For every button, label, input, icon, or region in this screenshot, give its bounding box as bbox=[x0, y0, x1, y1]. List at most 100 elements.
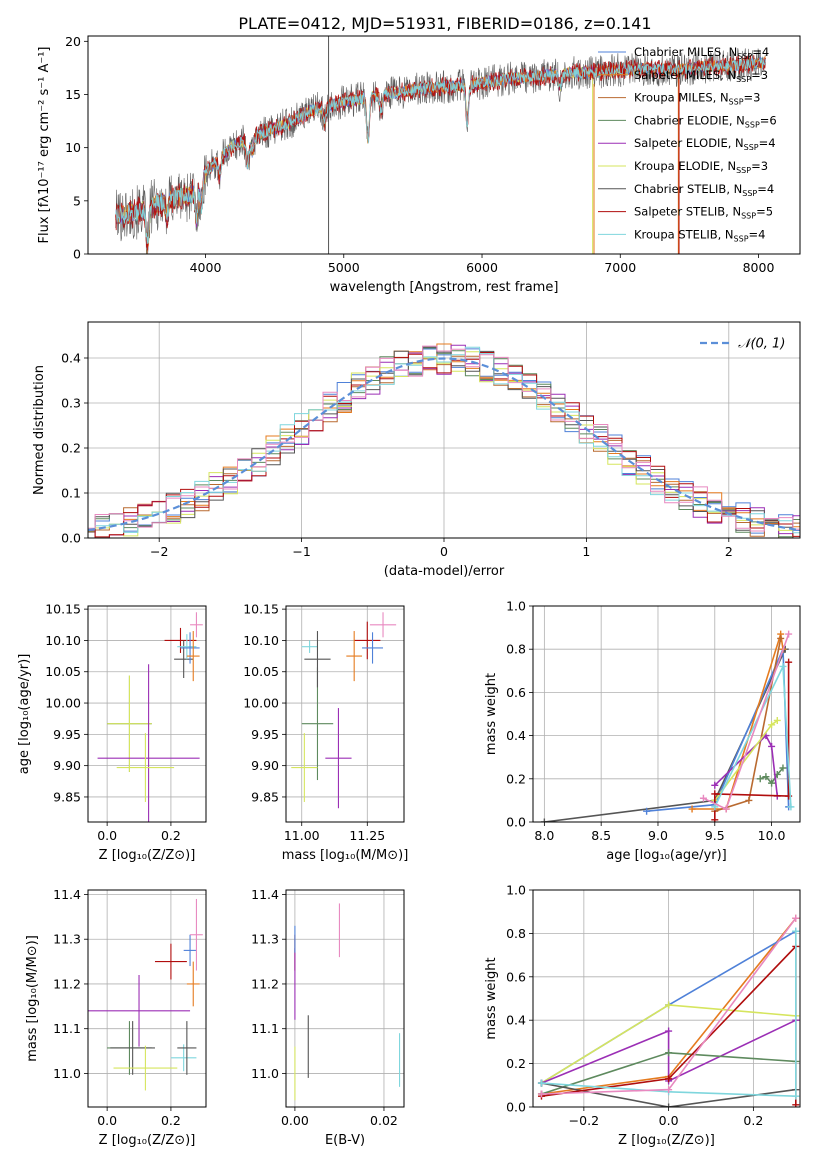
x-tick-label: 0.2 bbox=[161, 1113, 181, 1128]
weight-marker bbox=[779, 764, 787, 772]
y-tick-label: 10.00 bbox=[243, 696, 279, 711]
y-axis-label: mass weight bbox=[484, 673, 499, 755]
x-axis-label: age [log₁₀(age/yr)] bbox=[606, 848, 727, 863]
legend-label: Salpeter MILES, N bbox=[634, 68, 736, 82]
weight-vs-age-panel: 8.0 8.5 9.0 9.5 10.0 0.0 0.2 0.4 0.6 0.8 1.0 age [l… bbox=[484, 599, 801, 863]
axes-frame bbox=[87, 321, 801, 539]
y-tick-label: 0.0 bbox=[506, 815, 526, 830]
weight-marker bbox=[537, 1090, 545, 1098]
weight-marker bbox=[665, 1075, 673, 1083]
y-tick-label: 11.2 bbox=[53, 976, 81, 991]
weight-line-kroupa-stelib bbox=[541, 931, 797, 1098]
axes-frame bbox=[285, 889, 405, 1108]
x-tick-label: 0.00 bbox=[281, 1113, 309, 1128]
weight-marker bbox=[779, 662, 787, 670]
weight-marker bbox=[768, 721, 776, 729]
x-tick-label: 0.2 bbox=[743, 1113, 763, 1128]
x-tick-label: 0.0 bbox=[97, 1113, 117, 1128]
spectrum-plot-area bbox=[115, 36, 766, 254]
weight-line-salpeter-miles bbox=[692, 633, 784, 810]
histogram-kroupa-stelib bbox=[88, 346, 800, 534]
weight-vs-Z-panel: −0.2 0.0 0.2 0.0 0.2 0.4 0.6 0.8 1.0 Z [log₁₀(Z/Z… bbox=[484, 883, 801, 1148]
y-axis-label: age [log₁₀(age/yr)] bbox=[17, 654, 32, 775]
weight-vs-age-lines bbox=[540, 630, 795, 822]
weight-marker bbox=[756, 775, 764, 783]
axes-frame bbox=[87, 605, 207, 823]
y-axis-label: Normed distribution bbox=[32, 365, 47, 495]
figure-title: PLATE=0412, MJD=51931, FIBERID=0186, z=0… bbox=[238, 14, 651, 33]
legend-subscript: SSP bbox=[745, 120, 760, 129]
histogram-chabrier-stelib bbox=[88, 346, 800, 538]
x-axis-label: Z [log₁₀(Z/Z⊙)] bbox=[99, 848, 196, 863]
y-tick-label: 10.05 bbox=[45, 664, 81, 679]
age-vs-mass-points bbox=[291, 612, 397, 809]
histogram-pink bbox=[88, 345, 800, 532]
weight-marker bbox=[665, 1086, 673, 1094]
y-tick-label: 15 bbox=[65, 87, 81, 102]
residuals-panel: −2 −1 0 1 2 0.0 0.1 0.2 0.3 0.4 (data-model)/error… bbox=[32, 321, 801, 579]
weight-marker bbox=[711, 781, 719, 789]
legend-suffix: =4 bbox=[752, 45, 769, 59]
legend-label: Kroupa STELIB, N bbox=[634, 227, 734, 241]
y-tick-label: 11.3 bbox=[53, 932, 81, 947]
weight-marker bbox=[699, 794, 707, 802]
weight-marker bbox=[792, 914, 800, 922]
legend-entry: Kroupa ELODIE, NSSP=3 bbox=[634, 159, 768, 175]
y-tick-label: 0.8 bbox=[506, 926, 526, 941]
weight-marker bbox=[787, 803, 795, 811]
legend-label: Kroupa MILES, N bbox=[634, 91, 729, 105]
legend-subscript: SSP bbox=[729, 98, 744, 107]
weight-line-salpeter-elodie bbox=[714, 734, 779, 797]
legend-label: Salpeter ELODIE, N bbox=[634, 136, 744, 150]
y-tick-label: 0.2 bbox=[506, 771, 526, 786]
x-tick-label: 2 bbox=[725, 544, 733, 559]
histogram-kroupa-miles bbox=[88, 355, 800, 538]
weight-marker bbox=[745, 796, 753, 804]
x-axis-label: Z [log₁₀(Z/Z⊙)] bbox=[99, 1133, 196, 1148]
legend-subscript: SSP bbox=[744, 143, 759, 152]
weight-marker bbox=[665, 1027, 673, 1035]
y-tick-label: 10.00 bbox=[45, 696, 81, 711]
legend-subscript: SSP bbox=[736, 166, 751, 175]
weight-marker bbox=[540, 818, 548, 822]
weight-marker bbox=[711, 803, 719, 811]
legend-entry: Salpeter ELODIE, NSSP=4 bbox=[634, 136, 776, 152]
legend-label: Salpeter STELIB, N bbox=[634, 205, 741, 219]
legend-label: Chabrier ELODIE, N bbox=[634, 113, 745, 127]
legend-suffix: =4 bbox=[757, 182, 774, 196]
weight-marker bbox=[711, 790, 719, 798]
y-tick-label: 0.6 bbox=[506, 685, 526, 700]
legend-suffix: =3 bbox=[751, 68, 768, 82]
y-tick-label: 0.4 bbox=[506, 728, 526, 743]
weight-marker bbox=[711, 816, 719, 822]
y-axis-label: mass [log₁₀(M/M⊙)] bbox=[25, 935, 40, 1062]
histogram-salpeter-elodie bbox=[88, 344, 800, 538]
legend-entry: Chabrier MILES, NSSP=4 bbox=[634, 45, 769, 61]
y-tick-label: 11.0 bbox=[251, 1066, 279, 1081]
y-tick-label: 11.4 bbox=[53, 887, 81, 902]
legend-subscript: SSP bbox=[736, 75, 751, 84]
x-axis-label: mass [log₁₀(M/M⊙)] bbox=[282, 848, 409, 863]
weight-marker bbox=[722, 805, 730, 813]
mass-vs-ebv-points bbox=[294, 903, 401, 1101]
histogram-chabrier-elodie bbox=[88, 347, 800, 538]
legend-subscript: SSP bbox=[737, 52, 752, 61]
legend-subscript: SSP bbox=[734, 234, 749, 243]
y-tick-label: 0.2 bbox=[61, 441, 81, 456]
x-tick-label: 4000 bbox=[190, 260, 222, 275]
age-vs-Z-points bbox=[97, 612, 203, 822]
y-tick-label: 9.85 bbox=[251, 789, 279, 804]
y-tick-label: 0.4 bbox=[61, 351, 81, 366]
x-tick-label: −1 bbox=[292, 544, 310, 559]
x-tick-label: 0.02 bbox=[370, 1113, 398, 1128]
y-tick-label: 0.4 bbox=[506, 1013, 526, 1028]
mass-vs-Z-panel: 0.0 0.2 11.0 11.1 11.2 11.3 11.4 Z [log₁₀(Z/Z⊙)… bbox=[25, 887, 207, 1148]
legend-suffix: =3 bbox=[744, 91, 761, 105]
y-tick-label: 0 bbox=[73, 247, 81, 262]
histogram-plot-area bbox=[88, 343, 800, 538]
x-tick-label: 10.0 bbox=[758, 828, 786, 843]
residuals-legend: 𝒩(0, 1) bbox=[700, 337, 785, 352]
x-axis-label: wavelength [Angstrom, rest frame] bbox=[330, 280, 559, 295]
